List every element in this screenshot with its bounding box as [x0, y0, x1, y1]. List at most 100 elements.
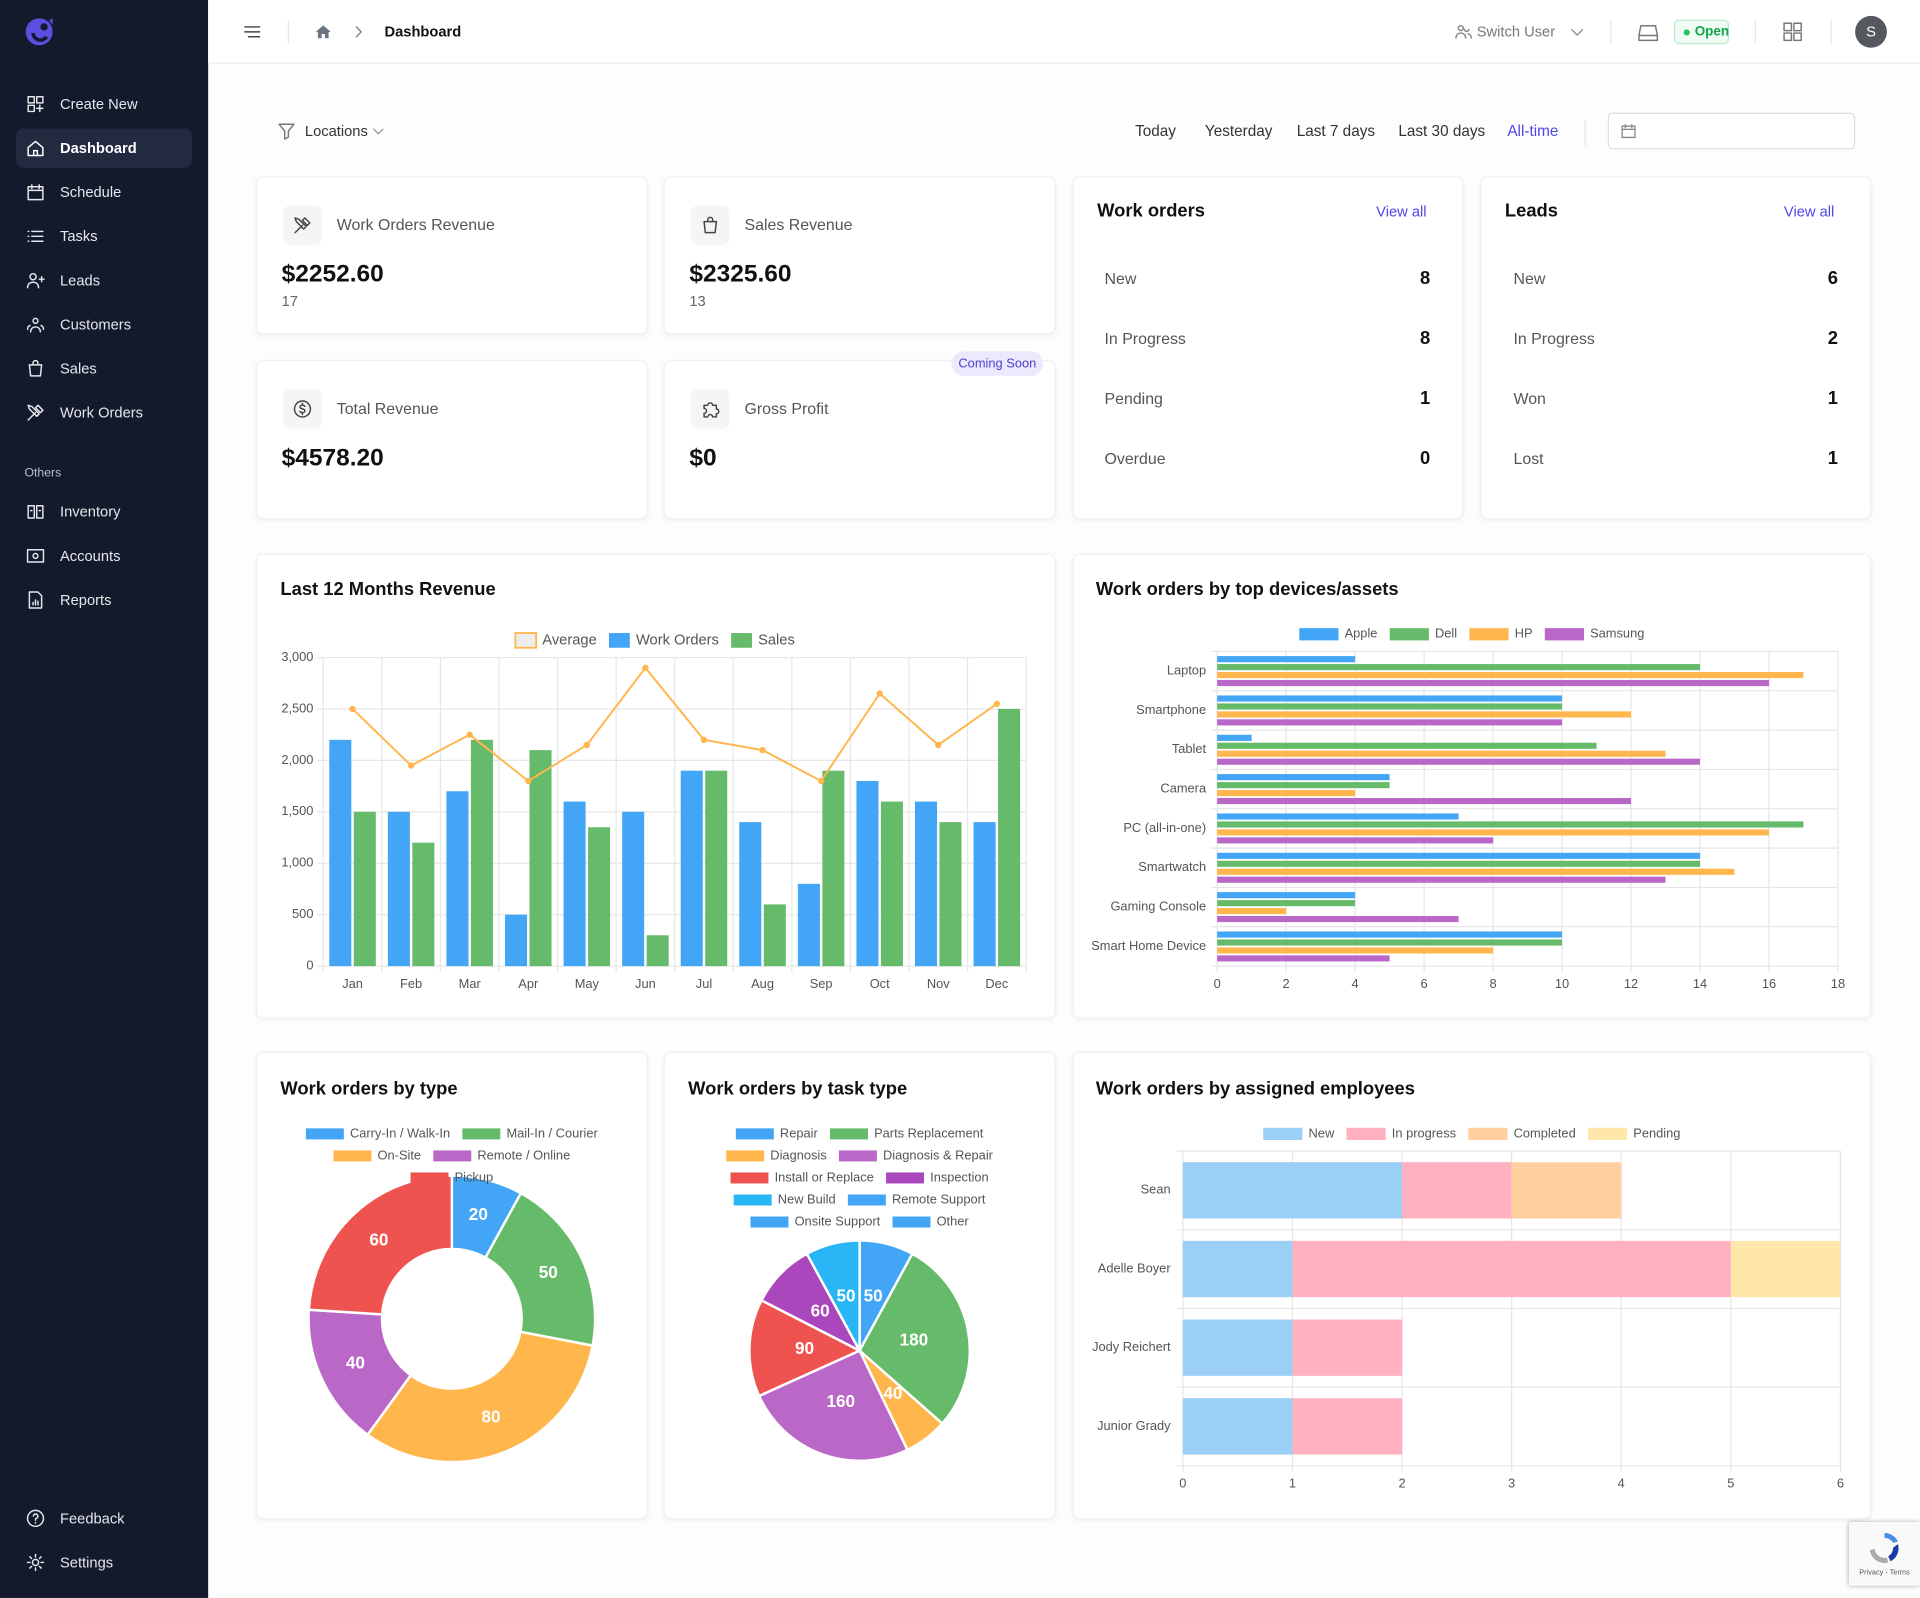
- range-option[interactable]: Yesterday: [1204, 122, 1273, 140]
- logo[interactable]: [24, 16, 56, 48]
- nav-item[interactable]: Inventory: [16, 492, 192, 531]
- legend-label: Completed: [1514, 1125, 1576, 1140]
- chevron: [355, 26, 362, 38]
- nav-item[interactable]: Dashboard: [15, 128, 193, 168]
- legend-swatch: [1389, 628, 1429, 641]
- bar: [1217, 908, 1287, 915]
- bar: [646, 935, 669, 967]
- row-value: 8: [1419, 328, 1431, 349]
- bar: [353, 811, 376, 967]
- nav-label: Create New: [60, 95, 138, 113]
- line-point: [817, 777, 825, 785]
- recaptcha-badge[interactable]: Privacy - Terms: [1848, 1522, 1920, 1586]
- nav-label: Leads: [60, 271, 101, 289]
- bar: [1217, 900, 1356, 907]
- range-option[interactable]: All-time: [1507, 122, 1559, 140]
- y-tick-label: Camera: [1160, 780, 1207, 795]
- view-all-link[interactable]: View all: [1376, 203, 1427, 221]
- bar: [1217, 813, 1459, 820]
- avatar[interactable]: S: [1855, 15, 1887, 48]
- recaptcha-links[interactable]: Privacy - Terms: [1859, 1569, 1910, 1578]
- nav-item[interactable]: Customers: [16, 305, 192, 344]
- legend-label: In progress: [1392, 1125, 1456, 1140]
- legend-label: Parts Replacement: [874, 1125, 984, 1140]
- nav-item[interactable]: Create New: [16, 84, 192, 123]
- x-tick-label: 12: [1624, 976, 1638, 991]
- legend-label: Average: [542, 632, 596, 648]
- nav-item[interactable]: Leads: [16, 261, 192, 300]
- card-title: Leads: [1504, 200, 1558, 222]
- y-tick-label: Adelle Boyer: [1098, 1260, 1172, 1275]
- icon: [26, 1509, 45, 1527]
- bar: [1217, 797, 1632, 805]
- line-point: [935, 741, 942, 749]
- x-tick-label: 4: [1352, 976, 1359, 991]
- line-point: [466, 731, 473, 738]
- x-tick-label: Nov: [927, 976, 950, 991]
- legend-label: Carry-In / Walk-In: [350, 1125, 450, 1140]
- line-point: [583, 741, 591, 749]
- separator: [1754, 19, 1756, 45]
- y-tick-label: 0: [306, 958, 313, 973]
- nav-item[interactable]: Feedback: [16, 1499, 192, 1538]
- line-point: [876, 690, 883, 697]
- x-tick-label: Feb: [400, 976, 422, 991]
- bar: [329, 739, 352, 967]
- y-tick-label: 1,500: [281, 803, 313, 818]
- icon: [26, 1553, 45, 1572]
- legend-label: Inspection: [930, 1169, 989, 1184]
- y-tick-label: Jody Reichert: [1092, 1339, 1171, 1354]
- x-tick-label: Apr: [518, 976, 539, 991]
- nav-item[interactable]: Schedule: [16, 173, 192, 212]
- separator: [1584, 118, 1586, 146]
- stat-label: Work Orders Revenue: [336, 215, 495, 234]
- bar: [1217, 703, 1563, 710]
- slice-label: 180: [900, 1330, 929, 1350]
- nav-item[interactable]: Settings: [16, 1543, 192, 1582]
- nav-item[interactable]: Work Orders: [16, 393, 192, 432]
- x-tick-label: 14: [1693, 976, 1707, 991]
- x-tick-label: 16: [1762, 976, 1776, 991]
- filter-icon: [278, 123, 295, 140]
- bar: [412, 842, 435, 967]
- nav-label: Sales: [60, 360, 97, 378]
- range-option[interactable]: Last 7 days: [1296, 122, 1376, 140]
- slice-label: 50: [539, 1262, 558, 1282]
- range-option[interactable]: Last 30 days: [1398, 122, 1486, 140]
- bar: [1217, 656, 1356, 663]
- y-tick-label: Smartwatch: [1138, 859, 1206, 874]
- menu-toggle[interactable]: [242, 22, 262, 42]
- bar: [797, 883, 820, 967]
- chart-title: Work orders by assigned employees: [1096, 1078, 1415, 1099]
- nav-item[interactable]: Accounts: [16, 536, 192, 575]
- bar-segment: [1182, 1162, 1403, 1219]
- slice-label: 60: [369, 1230, 388, 1250]
- breadcrumb: Dashboard: [384, 23, 462, 41]
- nav-label: Tasks: [60, 227, 98, 245]
- slice: [858, 1252, 971, 1426]
- icon: [26, 549, 45, 563]
- nav-item[interactable]: Reports: [16, 580, 192, 619]
- bar: [1217, 790, 1356, 797]
- icon: [26, 317, 45, 333]
- date-input[interactable]: [1607, 112, 1856, 150]
- bar: [622, 811, 645, 967]
- nav-item[interactable]: Tasks: [16, 217, 192, 256]
- switch-user[interactable]: Switch User: [1476, 23, 1556, 41]
- icon: [27, 140, 44, 157]
- home-icon[interactable]: [315, 23, 332, 40]
- nav-item[interactable]: Sales: [16, 349, 192, 388]
- range-option[interactable]: Today: [1135, 122, 1176, 140]
- topbar: Dashboard Switch User Open S: [208, 0, 1920, 64]
- line-point: [349, 705, 356, 713]
- stat-label: Gross Profit: [744, 399, 829, 418]
- apps-icon[interactable]: [1782, 21, 1804, 43]
- chevron-down[interactable]: [1569, 23, 1586, 40]
- legend-swatch: [1468, 1127, 1508, 1140]
- bar: [973, 822, 996, 967]
- locations-filter[interactable]: Locations: [304, 122, 368, 140]
- register-icon[interactable]: [1637, 22, 1659, 44]
- view-all-link[interactable]: View all: [1783, 203, 1835, 221]
- y-tick-label: Laptop: [1167, 662, 1206, 677]
